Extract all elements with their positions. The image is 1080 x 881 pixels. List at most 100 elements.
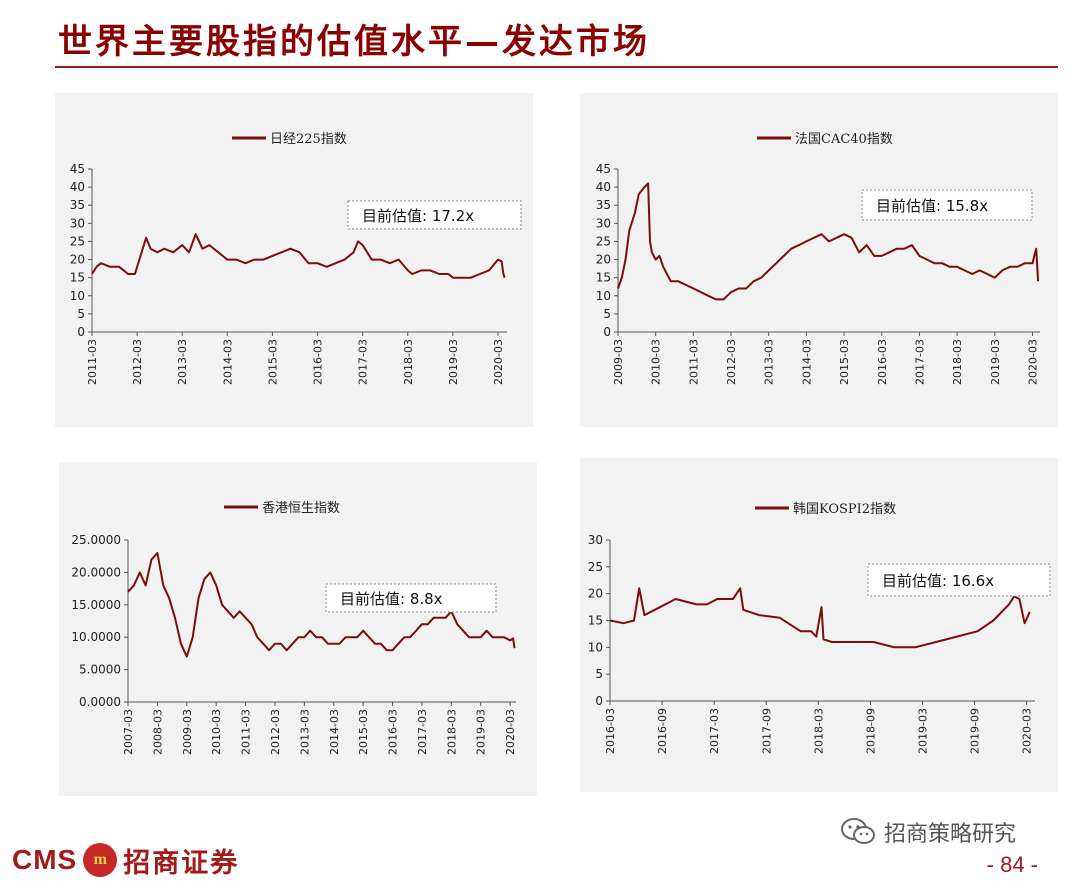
- x-tick-label: 2009-03: [181, 709, 194, 755]
- x-tick-label: 2019-09: [969, 708, 982, 754]
- logo-brand-text: 招商证券: [123, 847, 240, 879]
- chart-panel-kospi: 0 5 10 15 20 25 30 2016-03 2016-09 2017-03 2017-09…: [580, 458, 1058, 792]
- y-tick-label: 15: [70, 271, 85, 285]
- y-tick-label: 0.0000: [79, 695, 121, 709]
- y-tick-label: 20: [588, 587, 603, 601]
- chart-panel-hangseng: 0.0000 5.0000 10.0000 15.0000 20.0000 25.0000…: [59, 462, 537, 796]
- current-valuation-box: [325, 583, 497, 613]
- y-tick-label: 25: [588, 560, 603, 574]
- x-tick-label: 2011-03: [240, 709, 253, 755]
- x-tick-label: 2017-03: [708, 708, 721, 754]
- chart-cac40: 0 5 10 15 20 25 30 35 40 45 2009-03 2010-03 2011-03 2…: [596, 132, 1040, 385]
- y-tick-label: 5.0000: [79, 663, 121, 677]
- current-valuation-label: 目前估值: 16.6x: [882, 572, 994, 590]
- y-tick-label: 25.0000: [71, 533, 121, 547]
- x-tick-label: 2016-09: [656, 708, 669, 754]
- y-tick-label: 20: [70, 253, 85, 267]
- x-tick-label: 2012-03: [131, 339, 144, 385]
- x-tick-label: 2016-03: [312, 339, 325, 385]
- x-tick-label: 2015-03: [266, 339, 279, 385]
- y-tick-label: 30: [588, 533, 603, 547]
- legend-label: 香港恒生指数: [262, 501, 340, 516]
- company-logo: CMS m 招商证券: [12, 840, 239, 880]
- x-tick-label: 2012-03: [269, 709, 282, 755]
- current-valuation-label: 目前估值: 8.8x: [340, 590, 443, 608]
- x-tick-label: 2010-03: [210, 709, 223, 755]
- y-tick-label: 30: [596, 216, 611, 230]
- x-tick-label: 2016-03: [876, 339, 889, 385]
- y-tick-label: 10.0000: [71, 630, 121, 644]
- x-tick-label: 2019-03: [447, 339, 460, 385]
- x-tick-label: 2017-03: [913, 339, 926, 385]
- current-valuation-box: [861, 189, 1033, 221]
- y-tick-label: 0: [603, 325, 611, 339]
- series-line: [91, 233, 506, 279]
- x-tick-label: 2010-03: [650, 339, 663, 385]
- x-tick-label: 2013-03: [176, 339, 189, 385]
- x-tick-label: 2018-03: [812, 708, 825, 754]
- x-tick-label: 2008-03: [151, 709, 164, 755]
- current-valuation-box: [867, 563, 1051, 597]
- x-tick-label: 2013-03: [763, 339, 776, 385]
- y-tick-label: 20.0000: [71, 565, 121, 579]
- x-tick-label: 2017-03: [357, 339, 370, 385]
- current-valuation-label: 目前估值: 15.8x: [876, 197, 988, 215]
- x-tick-label: 2014-03: [221, 339, 234, 385]
- y-tick-label: 10: [70, 289, 85, 303]
- current-valuation-label: 目前估值: 17.2x: [362, 207, 474, 225]
- x-tick-label: 2012-03: [725, 339, 738, 385]
- chart-nikkei: 0 5 10 15 20 25 30 35 40 45 2011-03 2012-03 2013-03 2…: [70, 132, 522, 385]
- page-number: - 84 -: [986, 852, 1038, 877]
- x-tick-label: 2009-03: [612, 339, 625, 385]
- x-tick-label: 2014-03: [328, 709, 341, 755]
- current-valuation-box: [347, 200, 522, 230]
- y-tick-label: 25: [596, 234, 611, 248]
- wechat-account: 招商策略研究: [840, 816, 1016, 848]
- y-tick-label: 0: [595, 694, 603, 708]
- series-line: [127, 552, 516, 658]
- legend-label: 日经225指数: [270, 132, 347, 147]
- x-tick-label: 2011-03: [687, 339, 700, 385]
- y-tick-label: 10: [588, 640, 603, 654]
- y-tick-label: 0: [77, 325, 85, 339]
- y-tick-label: 5: [603, 307, 611, 321]
- wechat-icon: [841, 818, 875, 844]
- y-tick-label: 15: [596, 271, 611, 285]
- x-tick-label: 2020-03: [1026, 339, 1039, 385]
- series-line: [609, 587, 1031, 649]
- x-tick-label: 2019-03: [989, 339, 1002, 385]
- x-tick-label: 2017-09: [760, 708, 773, 754]
- x-tick-label: 2018-09: [864, 708, 877, 754]
- x-tick-label: 2019-03: [917, 708, 930, 754]
- series-line: [617, 182, 1040, 301]
- wechat-account-name: 招商策略研究: [884, 822, 1017, 847]
- legend-label: 法国CAC40指数: [795, 132, 893, 147]
- chart-panel-cac40: 0 5 10 15 20 25 30 35 40 45 2009-03 2010-03 2011-03 2…: [580, 93, 1058, 427]
- x-tick-label: 2020-03: [492, 339, 505, 385]
- x-tick-label: 2007-03: [122, 709, 135, 755]
- x-tick-label: 2015-03: [838, 339, 851, 385]
- y-tick-label: 35: [596, 198, 611, 212]
- x-tick-label: 2018-03: [951, 339, 964, 385]
- page-title: 世界主要股指的估值水平—发达市场: [58, 22, 650, 62]
- x-tick-label: 2015-03: [357, 709, 370, 755]
- x-tick-label: 2019-03: [475, 709, 488, 755]
- y-tick-label: 20: [596, 253, 611, 267]
- x-tick-label: 2018-03: [402, 339, 415, 385]
- y-tick-label: 45: [596, 162, 611, 176]
- x-tick-label: 2016-03: [387, 709, 400, 755]
- logo-badge-icon: m: [83, 843, 118, 877]
- y-tick-label: 45: [70, 162, 85, 176]
- x-tick-label: 2014-03: [800, 339, 813, 385]
- chart-panel-nikkei: 0 5 10 15 20 25 30 35 40 45 2011-03 2012-03 2013-03 2…: [55, 93, 533, 427]
- x-tick-label: 2011-03: [86, 339, 99, 385]
- y-tick-label: 35: [70, 198, 85, 212]
- logo-cms-text: CMS: [12, 844, 78, 875]
- y-tick-label: 30: [70, 216, 85, 230]
- y-tick-label: 40: [70, 180, 85, 194]
- legend-label: 韩国KOSPI2指数: [793, 502, 896, 517]
- x-tick-label: 2017-03: [416, 709, 429, 755]
- y-tick-label: 40: [596, 180, 611, 194]
- y-tick-label: 15.0000: [71, 598, 121, 612]
- y-tick-label: 5: [595, 667, 603, 681]
